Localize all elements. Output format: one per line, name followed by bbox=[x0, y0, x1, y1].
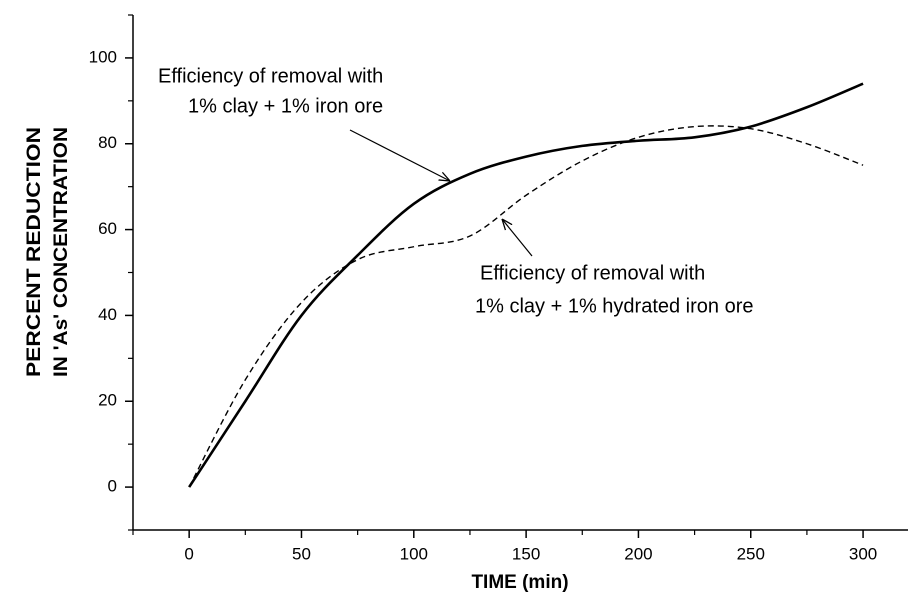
x-tick-label: 0 bbox=[184, 544, 193, 563]
annotation-arrow bbox=[349, 129, 450, 181]
x-tick-label: 200 bbox=[624, 544, 652, 563]
annotation: 1% clay + 1% hydrated iron ore bbox=[475, 295, 754, 317]
x-axis-title: TIME (min) bbox=[471, 572, 568, 593]
y-tick-label: 80 bbox=[98, 133, 117, 152]
line-series bbox=[188, 82, 864, 488]
annotation-arrow bbox=[502, 219, 533, 257]
y-tick-label: 60 bbox=[98, 219, 117, 238]
y-tick-label: 20 bbox=[98, 391, 117, 410]
y-tick-label: 100 bbox=[89, 47, 117, 66]
annotation: Efficiency of removal with bbox=[480, 262, 705, 284]
x-tick-label: 250 bbox=[737, 544, 765, 563]
y-axis-title: PERCENT REDUCTION bbox=[24, 127, 45, 377]
y-axis-title: IN 'As' CONCENTRATION bbox=[51, 127, 72, 377]
annotation: Efficiency of removal with bbox=[158, 65, 383, 87]
y-tick-label: 0 bbox=[108, 477, 117, 496]
line-series bbox=[188, 125, 864, 488]
x-tick-label: 150 bbox=[512, 544, 540, 563]
y-tick-label: 40 bbox=[98, 305, 117, 324]
x-tick-label: 300 bbox=[849, 544, 877, 563]
x-tick-label: 100 bbox=[400, 544, 428, 563]
x-tick-label: 50 bbox=[292, 544, 311, 563]
annotation: 1% clay + 1% iron ore bbox=[188, 95, 383, 117]
